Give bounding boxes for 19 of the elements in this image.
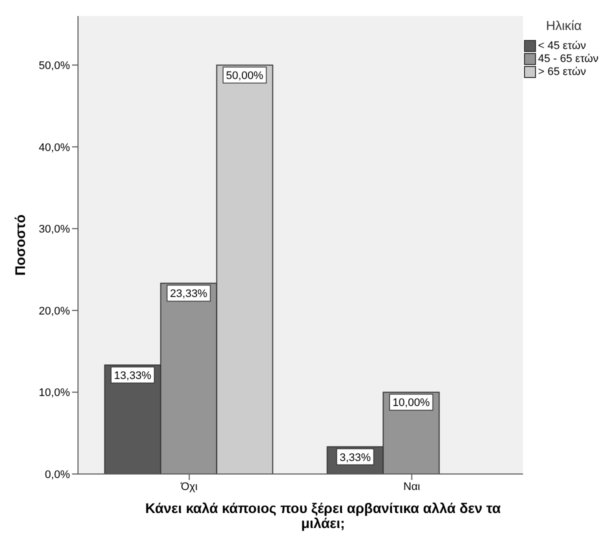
data-label: 50,00% <box>226 70 264 82</box>
legend-title: Ηλικία <box>546 18 583 33</box>
y-tick-label: 0,0% <box>44 468 70 481</box>
x-tick-label: Όχι <box>180 480 198 493</box>
legend-label: < 45 ετών <box>538 40 586 52</box>
x-tick-label: Ναι <box>403 480 421 493</box>
x-axis-title: Κάνει καλά κάποιος που ξέρει αρβανίτικα αλλά δεν τα μιλάει; <box>144 500 502 531</box>
y-tick-label: 20,0% <box>38 305 70 318</box>
data-label: 10,00% <box>392 397 430 410</box>
y-tick-label: 30,0% <box>38 224 70 236</box>
data-label: 13,33% <box>114 370 152 382</box>
data-label: 3,33% <box>340 452 372 464</box>
legend-label: > 65 ετών <box>538 66 586 78</box>
y-tick-label: 50,0% <box>38 60 70 72</box>
legend-label: 45 - 65 ετών <box>538 52 598 64</box>
y-tick-label: 10,0% <box>38 387 70 400</box>
y-axis-title: Ποσοστό <box>12 214 28 276</box>
y-tick-label: 40,0% <box>38 142 70 154</box>
data-label: 23,33% <box>170 288 208 300</box>
